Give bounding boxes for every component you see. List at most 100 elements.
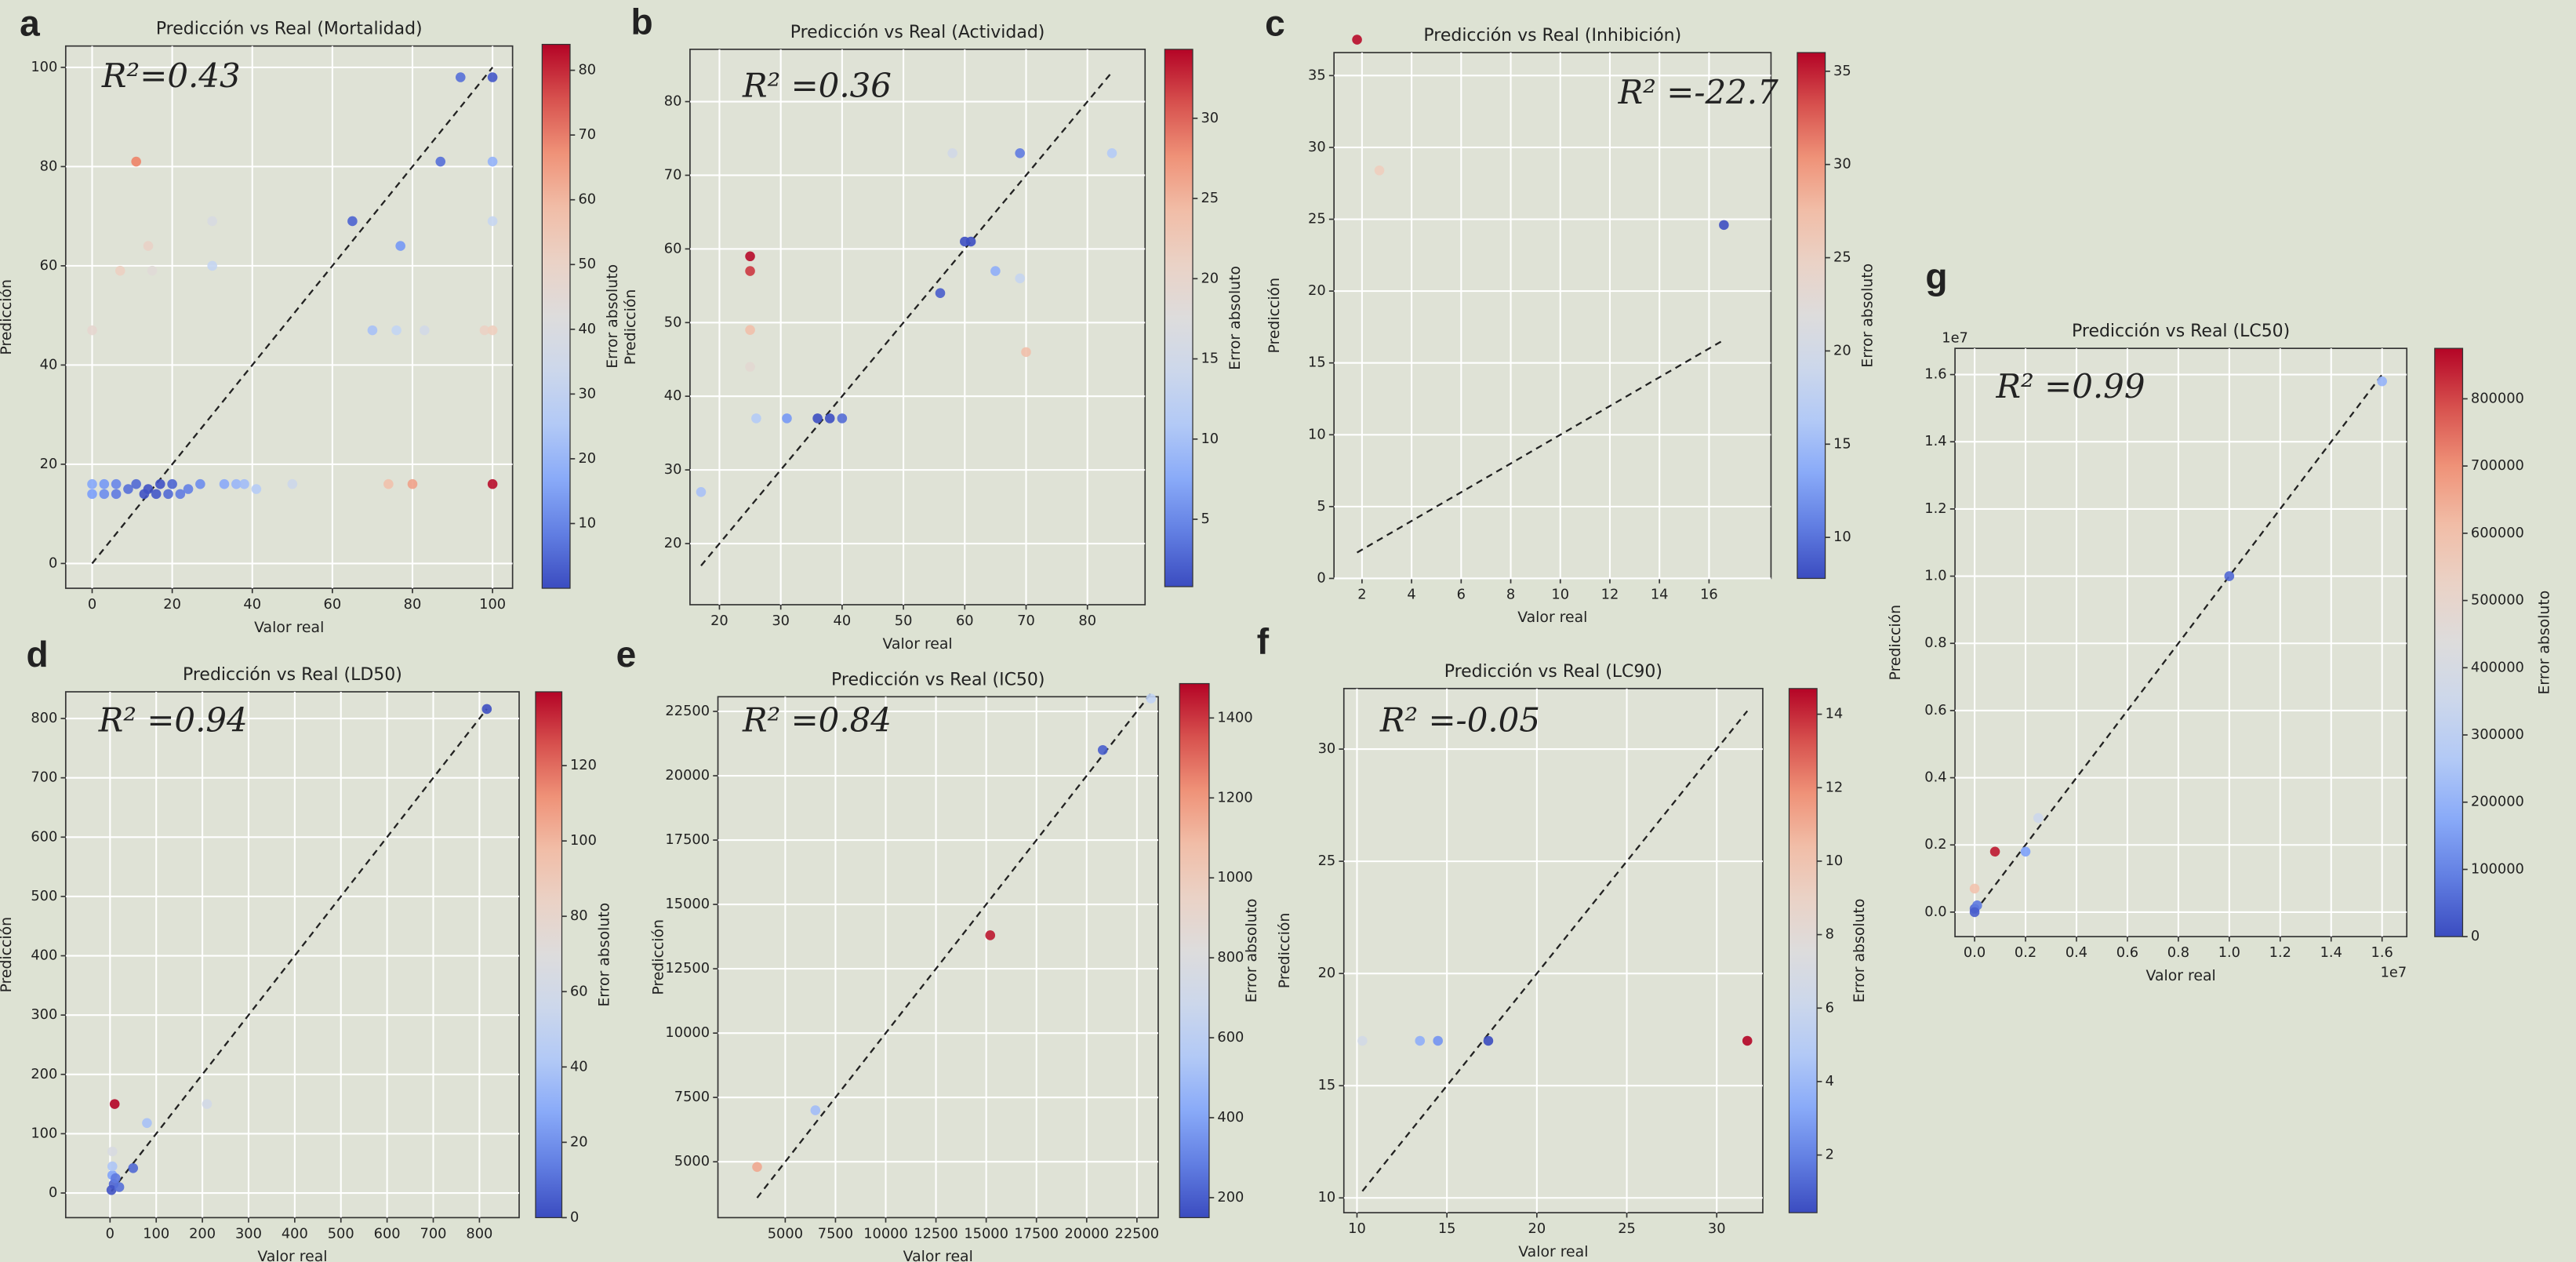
data-point [183, 484, 194, 494]
colorbar-label: Error absoluto [605, 264, 621, 369]
data-point [487, 72, 498, 82]
data-point [1015, 147, 1025, 158]
x-tick-label: 0 [88, 596, 96, 613]
chart-panel: g Predicción vs Real (LC50) Valor real Pred… [1887, 256, 2553, 984]
data-point [745, 266, 755, 276]
data-point [128, 1162, 139, 1173]
data-point [143, 484, 154, 494]
colorbar-tick-label: 400 [1217, 1109, 1244, 1126]
x-tick-label: 100 [479, 596, 506, 613]
colorbar [535, 691, 563, 1219]
colorbar-tick-label: 50 [578, 256, 596, 272]
x-tick-label: 0.6 [2116, 944, 2138, 961]
x-tick-label: 10 [1348, 1220, 1366, 1237]
x-tick-label: 7500 [818, 1225, 853, 1242]
data-point [207, 216, 217, 227]
data-point [287, 478, 298, 489]
colorbar-tick-label: 60 [578, 191, 596, 208]
data-point [111, 478, 122, 489]
colorbar-tick-label: 0 [570, 1209, 579, 1225]
x-tick-label: 14 [1651, 586, 1669, 602]
colorbar [1179, 682, 1210, 1219]
chart-title: Predicción vs Real (Actividad) [790, 23, 1045, 42]
colorbar-tick-label: 40 [570, 1058, 588, 1075]
x-tick-label: 70 [1017, 613, 1035, 629]
y-tick-label: 15 [1318, 1077, 1336, 1093]
data-point [155, 478, 165, 489]
data-point [1415, 1035, 1426, 1046]
x-tick-label: 20 [1528, 1220, 1546, 1237]
data-point [99, 478, 110, 489]
x-tick-label: 20 [163, 596, 181, 613]
x-tick-label: 4 [1407, 586, 1415, 602]
data-point [751, 413, 761, 424]
chart-title: Predicción vs Real (LC50) [2072, 322, 2290, 341]
data-point [114, 265, 125, 276]
x-axis-label: Valor real [257, 1249, 327, 1262]
y-axis-label: Predicción [0, 917, 15, 993]
data-point [1433, 1035, 1443, 1046]
identity-line [756, 693, 1152, 1198]
data-point [990, 266, 1001, 276]
y-tick-label: 60 [664, 240, 682, 256]
data-point [810, 1105, 821, 1115]
colorbar-tick-label: 70 [578, 126, 596, 143]
y-tick-label: 40 [664, 387, 682, 404]
chart-title: Predicción vs Real (Inhibición) [1423, 26, 1681, 45]
panel-label: g [1925, 256, 1947, 296]
y-tick-label: 0 [49, 555, 57, 571]
data-point [487, 325, 498, 336]
colorbar-tick-label: 100000 [2471, 860, 2524, 877]
data-point [219, 478, 230, 489]
data-point [812, 413, 823, 424]
data-point [1021, 347, 1031, 358]
colorbar-label: Error absoluto [596, 903, 612, 1007]
y-tick-label: 0.0 [1924, 904, 1946, 920]
x-axis-label: Valor real [254, 620, 324, 636]
y-tick-label: 5 [1317, 498, 1325, 515]
x-tick-label: 20000 [1064, 1225, 1109, 1242]
y-tick-label: 100 [31, 1125, 57, 1141]
identity-line [700, 71, 1113, 566]
colorbar-tick-label: 10 [1201, 431, 1219, 447]
chart-panel: e Predicción vs Real (IC50) Valor real Pred… [616, 634, 1260, 1262]
colorbar-tick-label: 20 [1833, 342, 1851, 358]
y-axis-label: Predicción [1266, 278, 1283, 354]
colorbar-tick-label: 200 [1217, 1189, 1244, 1206]
colorbar-tick-label: 1400 [1217, 709, 1252, 726]
data-point [1969, 883, 1980, 894]
colorbar-tick-label: 20 [578, 450, 596, 467]
y-tick-label: 5000 [674, 1153, 710, 1169]
y-tick-label: 400 [31, 947, 57, 964]
x-tick-label: 0.2 [2015, 944, 2036, 961]
colorbar-label: Error absoluto [1860, 264, 1877, 368]
r2-annotation: R² =-0.05 [1379, 700, 1540, 739]
y-tick-label: 10 [1308, 426, 1326, 442]
y-axis-label: Predicción [1277, 913, 1293, 989]
colorbar-tick-label: 80 [570, 907, 588, 924]
colorbar-tick-label: 60 [570, 983, 588, 999]
panel-label: c [1265, 3, 1285, 44]
chart-title: Predicción vs Real (LD50) [183, 665, 402, 685]
colorbar-label: Error absoluto [1227, 266, 1244, 370]
plot-area [1342, 687, 1764, 1213]
identity-line [1974, 373, 2383, 913]
x-tick-label: 1.2 [2269, 944, 2291, 961]
data-point [479, 325, 490, 336]
chart-title: Predicción vs Real (IC50) [831, 670, 1045, 689]
x-tick-label: 15 [1438, 1220, 1456, 1237]
x-tick-label: 2 [1357, 586, 1366, 602]
x-tick-label: 700 [420, 1225, 447, 1242]
x-tick-label: 30 [772, 613, 790, 629]
data-point [2033, 813, 2044, 824]
data-point [696, 487, 707, 497]
x-tick-label: 60 [324, 596, 342, 613]
x-axis-label: Valor real [903, 1249, 973, 1262]
r2-annotation: R² =0.84 [742, 700, 892, 739]
y-tick-label: 0.6 [1924, 702, 1946, 718]
colorbar-tick-label: 80 [578, 62, 596, 78]
colorbar-tick-label: 10 [578, 515, 596, 531]
data-point [107, 1161, 118, 1172]
y-tick-label: 500 [31, 888, 57, 904]
